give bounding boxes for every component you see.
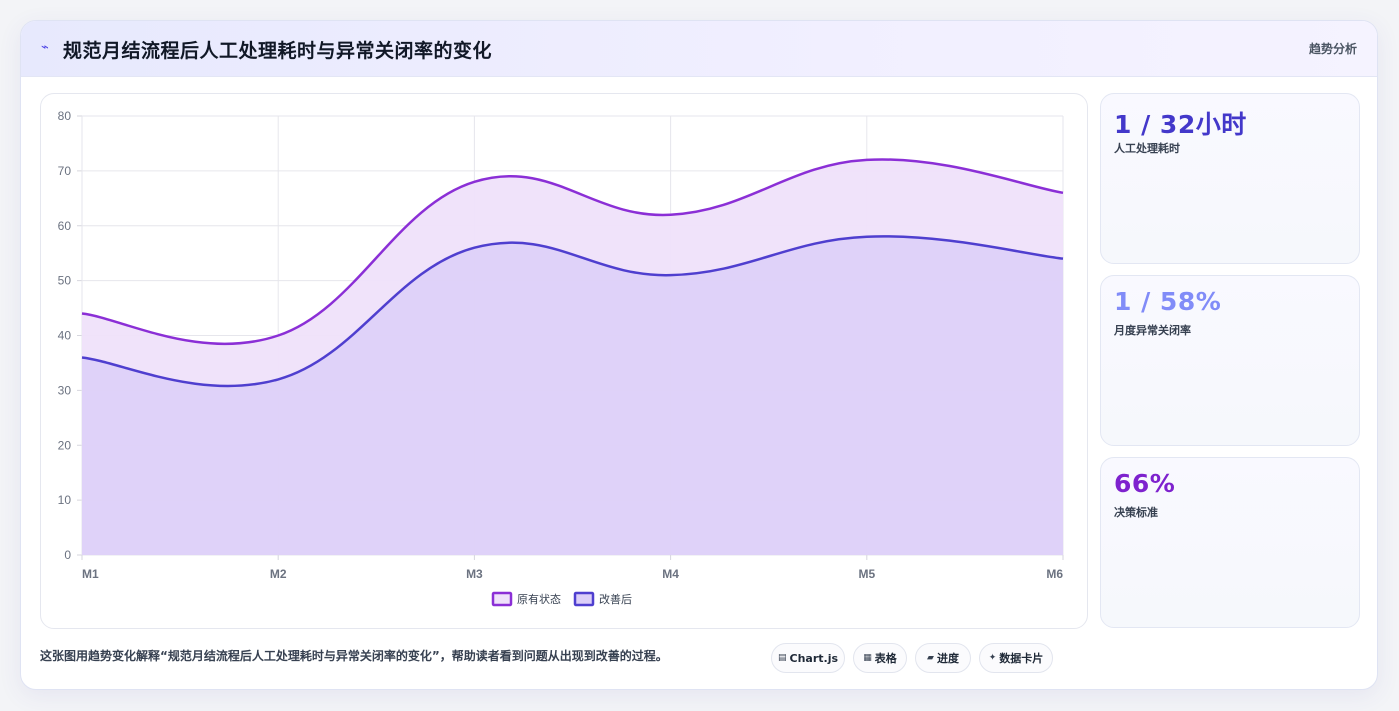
pill-data-card[interactable]: ✦ 数据卡片 [979,643,1053,673]
chart-lines [81,158,1064,388]
pill-label: 表格 [874,652,897,665]
y-axis-ticks: 0 10 20 30 40 50 60 70 80 [58,109,72,562]
pill-label: Chart.js [789,651,839,665]
pill-chartjs[interactable]: ▤ Chart.js [771,643,845,673]
legend-swatch [491,591,513,607]
table-icon: ▦ [863,653,872,663]
x-tick-label: M2 [270,567,287,581]
y-tick-label: 10 [58,493,72,507]
series-area [82,236,1063,555]
x-tick-label: M6 [1046,567,1063,581]
area-chart: 0 10 20 30 40 50 60 70 80 M1 M2 M3 M4 M5 M6 原有状态 改善后 [58,109,1064,607]
y-tick-label: 60 [58,219,72,233]
y-tick-label: 30 [58,383,72,397]
x-tick-label: M4 [662,567,679,581]
stat-value: 1 / 32小时 [1114,110,1247,139]
y-tick-label: 80 [58,109,72,123]
stat-label: 人工处理耗时 [1114,142,1180,155]
pill-table[interactable]: ▦ 表格 [853,643,907,673]
legend-label: 改善后 [599,592,632,606]
legend-swatch [573,591,595,607]
y-tick-label: 50 [58,274,72,288]
stat-card-processing-time: 1 / 32小时 人工处理耗时 [1100,93,1360,264]
stat-label: 月度异常关闭率 [1114,324,1191,337]
y-tick-label: 20 [58,438,72,452]
y-tick-label: 70 [58,164,72,178]
card-icon: ✦ [988,653,997,663]
footer-description: 这张图用趋势变化解释“规范月结流程后人工处理耗时与异常关闭率的变化”，帮助读者看… [40,649,668,663]
y-tick-label: 0 [64,548,71,562]
page-title: 规范月结流程后人工处理耗时与异常关闭率的变化 [63,40,493,62]
stat-card-close-rate: 1 / 58% 月度异常关闭率 [1100,275,1360,446]
chart-legend: 原有状态 改善后 [491,591,632,607]
pill-progress[interactable]: ▰ 进度 [915,643,971,673]
chart-icon: ▤ [777,653,787,663]
series-line [81,158,1064,346]
stat-value: 66% [1114,469,1176,498]
series-line [81,235,1064,388]
legend-label: 原有状态 [517,592,561,606]
pill-label: 进度 [936,652,959,665]
pill-label: 数据卡片 [999,652,1044,665]
card-header: ⌁ 规范月结流程后人工处理耗时与异常关闭率的变化 趋势分析 [21,21,1377,77]
x-axis-ticks: M1 M2 M3 M4 M5 M6 [82,567,1063,581]
stat-value: 1 / 58% [1114,287,1222,316]
x-tick-label: M1 [82,567,99,581]
y-tick-label: 40 [58,329,72,343]
progress-icon: ▰ [927,653,934,663]
x-tick-label: M3 [466,567,483,581]
stat-label: 决策标准 [1114,506,1158,519]
stat-card-decision-standard: 66% 决策标准 [1100,457,1360,628]
chart-panel: 0 10 20 30 40 50 60 70 80 M1 M2 M3 M4 M5 M6 原有状态 改善后 [40,93,1088,629]
header-tag[interactable]: 趋势分析 [1308,42,1357,56]
trend-line-icon: ⌁ [41,40,49,55]
trend-card: ⌁ 规范月结流程后人工处理耗时与异常关闭率的变化 趋势分析 0 10 20 30 40 5… [20,20,1378,690]
chart-areas [82,159,1063,555]
x-tick-label: M5 [858,567,875,581]
